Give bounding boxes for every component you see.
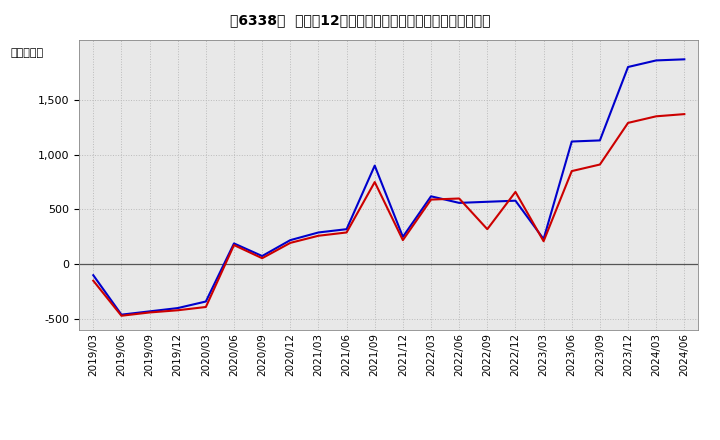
当期純利益 bbox=[174, 308, 182, 313]
当期純利益 bbox=[145, 310, 154, 315]
経常利益 bbox=[399, 234, 408, 239]
経常利益 bbox=[455, 200, 464, 205]
経常利益 bbox=[286, 238, 294, 243]
当期純利益 bbox=[286, 240, 294, 246]
Line: 当期純利益: 当期純利益 bbox=[94, 114, 684, 316]
Line: 経常利益: 経常利益 bbox=[94, 59, 684, 315]
経常利益 bbox=[624, 64, 632, 70]
当期純利益 bbox=[511, 189, 520, 194]
当期純利益 bbox=[230, 242, 238, 248]
当期純利益 bbox=[202, 304, 210, 310]
経常利益 bbox=[258, 253, 266, 259]
経常利益 bbox=[342, 227, 351, 232]
経常利益 bbox=[230, 241, 238, 246]
当期純利益 bbox=[399, 238, 408, 243]
経常利益 bbox=[89, 272, 98, 278]
当期純利益 bbox=[624, 120, 632, 125]
経常利益 bbox=[680, 57, 688, 62]
当期純利益 bbox=[117, 313, 126, 319]
当期純利益 bbox=[539, 238, 548, 244]
当期純利益 bbox=[680, 111, 688, 117]
当期純利益 bbox=[567, 169, 576, 174]
当期純利益 bbox=[314, 233, 323, 238]
当期純利益 bbox=[455, 196, 464, 201]
当期純利益 bbox=[483, 227, 492, 232]
当期純利益 bbox=[370, 180, 379, 185]
経常利益 bbox=[427, 194, 436, 199]
当期純利益 bbox=[258, 256, 266, 261]
経常利益 bbox=[483, 199, 492, 205]
経常利益 bbox=[370, 163, 379, 168]
当期純利益 bbox=[652, 114, 660, 119]
経常利益 bbox=[314, 230, 323, 235]
経常利益 bbox=[174, 305, 182, 311]
当期純利益 bbox=[595, 162, 604, 167]
経常利益 bbox=[202, 299, 210, 304]
経常利益 bbox=[511, 198, 520, 203]
Text: ［6338］  利益だ12か月移動合計の対前年同期増減額の推移: ［6338］ 利益だ12か月移動合計の対前年同期増減額の推移 bbox=[230, 13, 490, 27]
Text: （百万円）: （百万円） bbox=[10, 48, 43, 59]
経常利益 bbox=[145, 309, 154, 314]
当期純利益 bbox=[342, 230, 351, 235]
当期純利益 bbox=[89, 278, 98, 283]
経常利益 bbox=[595, 138, 604, 143]
経常利益 bbox=[652, 58, 660, 63]
経常利益 bbox=[539, 236, 548, 242]
経常利益 bbox=[117, 312, 126, 317]
当期純利益 bbox=[427, 197, 436, 202]
経常利益 bbox=[567, 139, 576, 144]
